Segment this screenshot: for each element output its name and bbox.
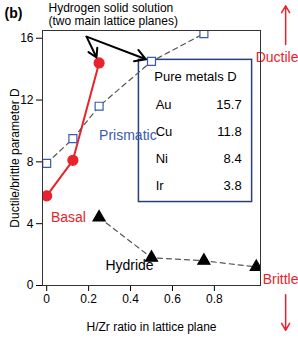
svg-text:4: 4: [27, 217, 34, 231]
svg-text:16: 16: [20, 31, 34, 45]
svg-text:12: 12: [20, 93, 34, 107]
svg-text:8.4: 8.4: [224, 151, 242, 166]
svg-text:Hydrogen solid solution(two ma: Hydrogen solid solution(two main lattice…: [49, 1, 178, 28]
svg-text:Hydride: Hydride: [105, 257, 153, 273]
svg-text:Au: Au: [156, 97, 172, 112]
svg-text:H/Zr ratio in lattice plane: H/Zr ratio in lattice plane: [86, 320, 216, 334]
svg-text:8: 8: [27, 155, 34, 169]
svg-text:Prismatic: Prismatic: [99, 127, 157, 143]
svg-text:(b): (b): [5, 5, 23, 21]
svg-text:0.2: 0.2: [80, 292, 97, 306]
svg-text:Ir: Ir: [156, 178, 165, 193]
svg-text:0: 0: [27, 278, 34, 292]
svg-text:Ductile/brittle parameter D: Ductile/brittle parameter D: [8, 88, 22, 228]
svg-text:0.6: 0.6: [164, 292, 181, 306]
svg-text:11.8: 11.8: [217, 124, 241, 139]
svg-text:Brittle: Brittle: [263, 271, 298, 287]
svg-text:0: 0: [43, 292, 50, 306]
svg-text:Basal: Basal: [51, 209, 86, 225]
svg-text:0.4: 0.4: [122, 292, 139, 306]
svg-text:Pure metals D: Pure metals D: [154, 69, 236, 84]
svg-text:3.8: 3.8: [224, 178, 242, 193]
svg-text:Ni: Ni: [156, 151, 168, 166]
svg-text:15.7: 15.7: [216, 97, 241, 112]
svg-text:0.8: 0.8: [206, 292, 223, 306]
svg-text:Ductile: Ductile: [256, 49, 298, 65]
svg-text:Cu: Cu: [156, 124, 173, 139]
